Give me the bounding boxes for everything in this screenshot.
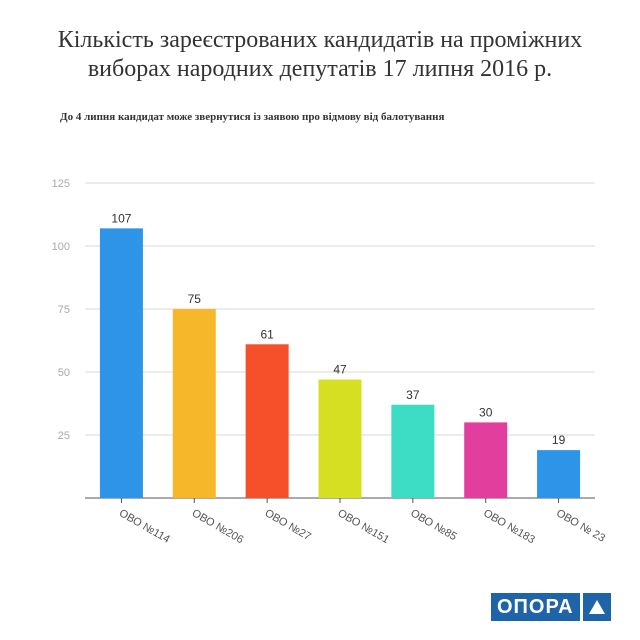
data-label: 61 — [260, 327, 274, 341]
triangle-icon — [582, 593, 611, 621]
y-tick-label: 75 — [58, 304, 70, 316]
y-tick-label: 125 — [52, 178, 70, 190]
y-tick-label: 25 — [58, 430, 70, 442]
x-tick-label: ОВО №151 — [336, 507, 392, 546]
data-label: 19 — [552, 433, 566, 447]
chart-title: Кількість зареєстрованих кандидатів на п… — [57, 27, 583, 82]
x-tick-label: ОВО №206 — [190, 507, 246, 546]
bar — [391, 404, 435, 498]
data-label: 47 — [333, 363, 347, 377]
logo-text: ОПОРА — [491, 593, 580, 621]
x-tick-label: ОВО №183 — [481, 507, 537, 546]
x-tick-label: ОВО №27 — [263, 507, 313, 543]
data-label: 30 — [479, 405, 493, 419]
y-tick-label: 100 — [52, 241, 70, 253]
chart-subtitle: До 4 липня кандидат може звернутися із з… — [60, 111, 445, 123]
x-tick-label: ОВО № 23 — [554, 507, 607, 545]
bar — [537, 450, 581, 498]
x-tick-label: ОВО №114 — [117, 507, 172, 546]
bar — [464, 422, 508, 498]
data-label: 37 — [406, 388, 420, 402]
opora-logo: ОПОРА — [491, 593, 611, 621]
bar — [245, 344, 289, 498]
bar — [99, 228, 143, 499]
bar — [172, 309, 216, 498]
data-label: 75 — [188, 292, 202, 306]
bar — [318, 379, 362, 498]
data-label: 107 — [111, 211, 131, 225]
y-tick-label: 50 — [58, 367, 70, 379]
x-tick-label: ОВО №85 — [408, 507, 458, 543]
